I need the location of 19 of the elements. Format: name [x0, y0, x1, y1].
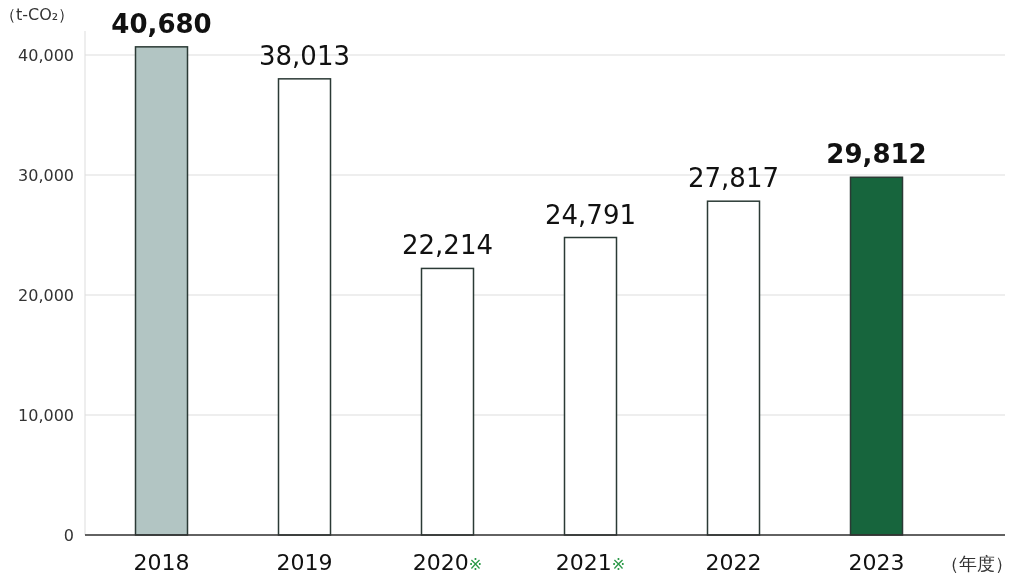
data-label: 24,791: [545, 199, 636, 230]
data-label: 22,214: [402, 230, 493, 261]
y-tick-label: 20,000: [18, 286, 74, 305]
y-tick-label: 0: [63, 526, 74, 545]
data-label: 40,680: [111, 8, 212, 39]
x-tick-label: 2018: [133, 550, 190, 575]
x-tick-label: 2023: [848, 550, 905, 575]
y-tick-label: 40,000: [18, 46, 74, 65]
x-tick-label: 2022: [705, 550, 762, 575]
x-tick-label: 2019: [276, 550, 333, 575]
data-label: 27,817: [688, 163, 779, 194]
data-label: 29,812: [826, 139, 927, 170]
data-label: 38,013: [259, 40, 350, 71]
x-tick-label: 2021※: [555, 550, 626, 575]
y-tick-label: 10,000: [18, 406, 74, 425]
x-tick-label: 2020※: [412, 550, 483, 575]
x-axis-title: （年度）: [941, 553, 1013, 574]
y-axis-title: （t-CO₂）: [0, 5, 75, 24]
y-tick-label: 30,000: [18, 166, 74, 185]
